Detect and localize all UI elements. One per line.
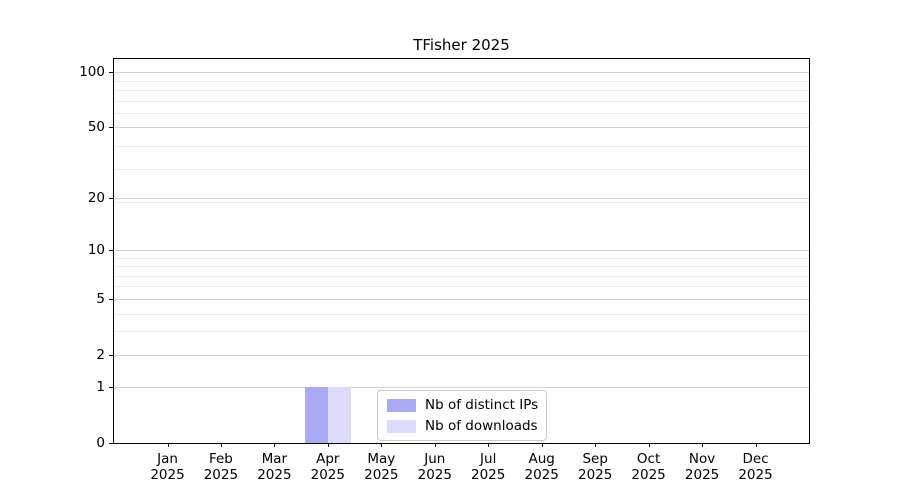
y-minor-gridline xyxy=(114,90,809,92)
x-tick-mark xyxy=(648,443,650,447)
x-tick-mark xyxy=(702,443,704,447)
x-tick-mark xyxy=(381,443,383,447)
y-tick-label: 2 xyxy=(96,346,105,363)
chart-title: TFisher 2025 xyxy=(413,36,510,54)
y-minor-gridline xyxy=(114,146,809,148)
y-minor-gridline xyxy=(114,275,809,277)
legend: Nb of distinct IPs Nb of downloads xyxy=(377,390,547,441)
y-major-gridline xyxy=(114,298,809,300)
y-tick-mark xyxy=(109,197,113,199)
y-tick-mark xyxy=(109,443,113,444)
legend-label-distinct-ips: Nb of distinct IPs xyxy=(425,397,539,413)
y-tick-label: 10 xyxy=(87,242,105,258)
legend-label-downloads: Nb of downloads xyxy=(425,418,538,434)
legend-item-distinct-ips: Nb of distinct IPs xyxy=(387,397,539,413)
x-tick-label: Sep 2025 xyxy=(578,451,613,483)
x-tick-label: May 2025 xyxy=(364,451,399,483)
y-tick-mark xyxy=(109,387,113,389)
x-tick-mark xyxy=(541,443,543,447)
y-minor-gridline xyxy=(114,313,809,315)
x-tick-mark xyxy=(327,443,329,447)
y-minor-gridline xyxy=(114,286,809,288)
x-tick-mark xyxy=(220,443,222,447)
x-tick-label: Mar 2025 xyxy=(257,451,292,483)
y-tick-mark xyxy=(109,71,113,73)
x-tick-label: Aug 2025 xyxy=(524,451,559,483)
y-major-gridline xyxy=(114,250,809,251)
y-tick-mark xyxy=(109,354,113,356)
y-minor-gridline xyxy=(114,169,809,171)
y-tick-label: 5 xyxy=(96,290,105,307)
x-tick-label: Jan 2025 xyxy=(150,451,185,483)
x-tick-mark xyxy=(488,443,490,447)
y-tick-mark xyxy=(109,298,113,300)
bar-downloads xyxy=(327,387,351,443)
y-minor-gridline xyxy=(114,113,809,115)
y-major-gridline xyxy=(114,197,809,199)
y-minor-gridline xyxy=(114,201,809,203)
y-minor-gridline xyxy=(114,80,809,82)
y-major-gridline xyxy=(114,354,809,356)
y-tick-label: 0 xyxy=(96,435,105,451)
legend-item-downloads: Nb of downloads xyxy=(387,418,538,434)
y-tick-label: 50 xyxy=(87,118,105,135)
legend-swatch-distinct-ips xyxy=(387,398,416,412)
y-tick-label: 20 xyxy=(87,189,105,206)
x-tick-mark xyxy=(167,443,169,447)
y-tick-label: 1 xyxy=(96,379,105,396)
x-tick-label: Apr 2025 xyxy=(310,451,345,483)
y-minor-gridline xyxy=(114,266,809,268)
x-tick-mark xyxy=(434,443,436,447)
x-tick-label: Jul 2025 xyxy=(471,451,506,483)
x-tick-mark xyxy=(755,443,757,447)
legend-swatch-downloads xyxy=(387,419,416,433)
x-tick-mark xyxy=(274,443,276,447)
x-tick-mark xyxy=(595,443,597,447)
y-major-gridline xyxy=(114,126,809,128)
y-minor-gridline xyxy=(114,331,809,333)
bars-layer xyxy=(114,59,809,443)
plot-area xyxy=(113,58,810,444)
y-tick-mark xyxy=(109,250,113,251)
x-tick-label: Dec 2025 xyxy=(738,451,773,483)
y-minor-gridline xyxy=(114,101,809,102)
y-major-gridline xyxy=(114,387,809,389)
x-tick-label: Nov 2025 xyxy=(684,451,720,483)
y-major-gridline xyxy=(114,71,809,73)
y-tick-label: 100 xyxy=(79,63,105,80)
x-tick-label: Jun 2025 xyxy=(417,451,452,483)
x-tick-label: Oct 2025 xyxy=(631,451,666,483)
gridlines-layer xyxy=(114,59,809,443)
x-tick-label: Feb 2025 xyxy=(203,451,239,483)
bar-distinct-ips xyxy=(304,387,328,443)
y-minor-gridline xyxy=(114,257,809,259)
y-tick-mark xyxy=(109,126,113,128)
